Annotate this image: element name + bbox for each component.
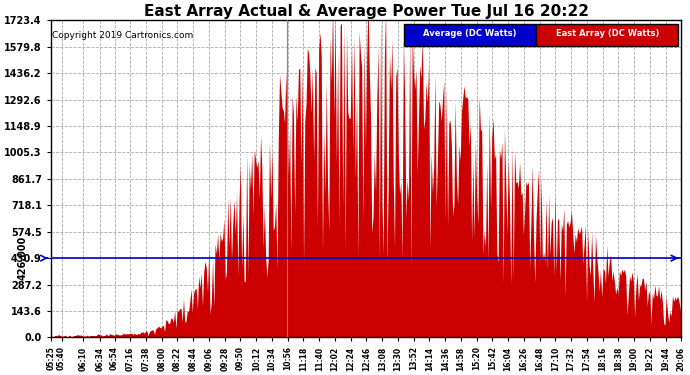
Text: East Array (DC Watts): East Array (DC Watts) <box>555 30 659 39</box>
FancyBboxPatch shape <box>536 24 678 46</box>
Text: Average (DC Watts): Average (DC Watts) <box>424 30 517 39</box>
Title: East Array Actual & Average Power Tue Jul 16 20:22: East Array Actual & Average Power Tue Ju… <box>144 4 589 19</box>
Text: Copyright 2019 Cartronics.com: Copyright 2019 Cartronics.com <box>52 32 193 40</box>
Text: 426.000: 426.000 <box>17 236 28 280</box>
FancyBboxPatch shape <box>404 24 536 46</box>
